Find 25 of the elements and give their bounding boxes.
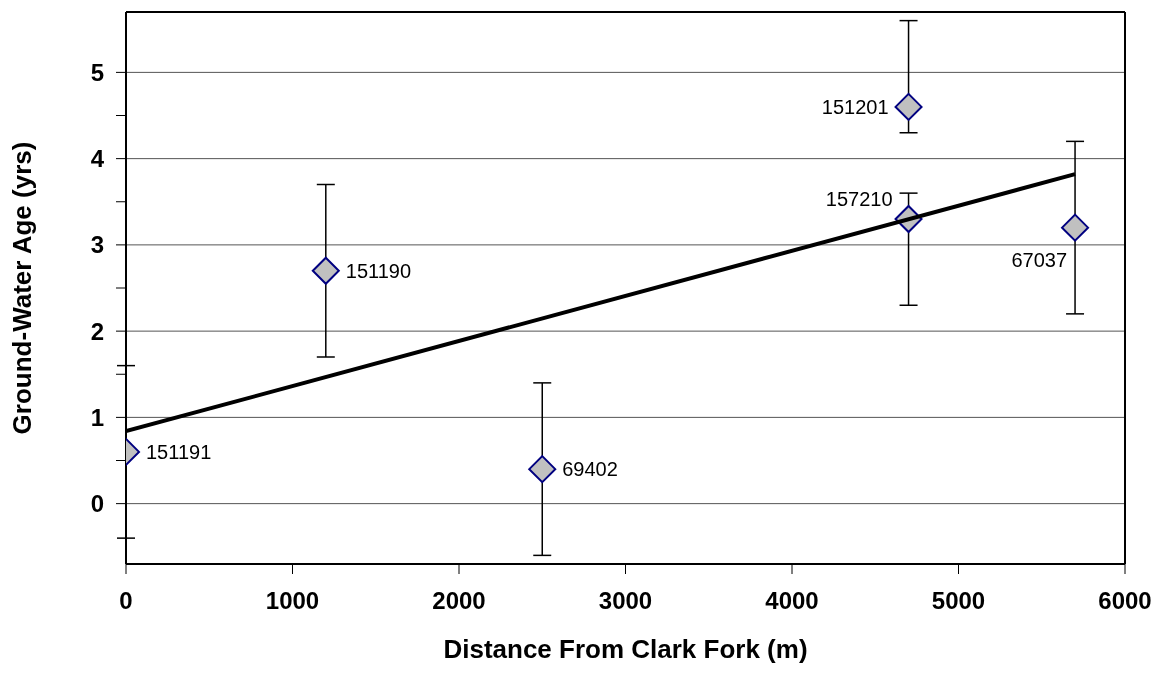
annotation: 151190 (345, 259, 412, 282)
y-tick-label: 1 (90, 403, 104, 431)
y-axis-title: Ground-Water Age (yrs) (7, 141, 38, 435)
annotation: 151201 (821, 95, 889, 118)
point (311, 256, 340, 285)
y-tick-label: 3 (90, 231, 104, 259)
x-tick-label: 3000 (598, 587, 653, 615)
x-tick-label: 5000 (931, 587, 986, 615)
y-tick-label: 2 (90, 317, 104, 345)
y-tick-label: 5 (90, 58, 104, 86)
annotation: 69402 (562, 458, 618, 481)
annotation: 157210 (825, 188, 893, 210)
x-tick-label: 2000 (432, 587, 486, 615)
y-tick-label: 0 (90, 490, 104, 518)
x-tick-label: 6000 (1098, 587, 1152, 615)
point (1061, 213, 1090, 242)
x-tick-label: 1000 (265, 587, 320, 615)
point (528, 455, 557, 484)
x-tick-label: 0 (119, 587, 133, 615)
x-axis-title: Distance From Clark Fork (m) (443, 634, 808, 664)
point (894, 92, 923, 121)
annotation: 67037 (1011, 248, 1068, 271)
y-tick-label: 4 (90, 145, 105, 173)
x-tick-label: 4000 (765, 587, 819, 615)
annotation: 151191 (146, 440, 212, 463)
